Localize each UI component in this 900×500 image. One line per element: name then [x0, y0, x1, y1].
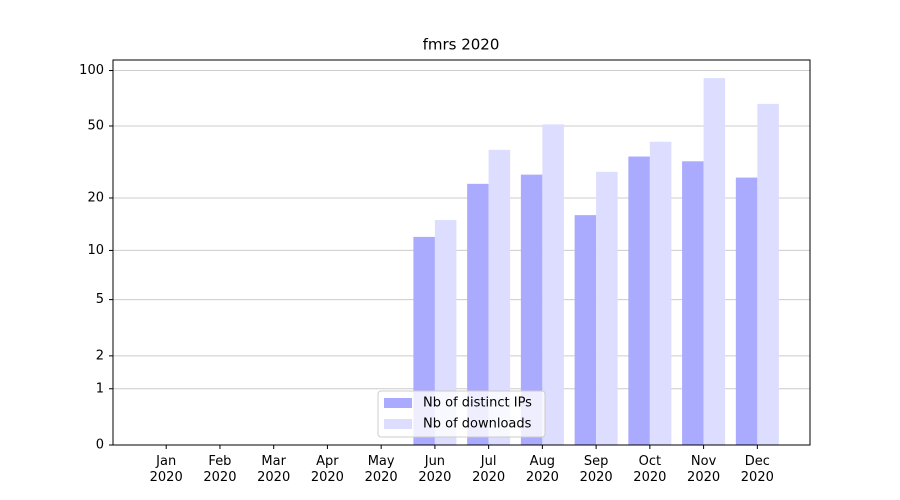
y-tick-label: 100 [79, 63, 104, 78]
plot-frame [112, 59, 811, 446]
y-tick-label: 0 [96, 438, 104, 453]
bar [520, 174, 543, 445]
y-tick-label: 5 [96, 292, 104, 307]
bar [434, 220, 457, 445]
bar [467, 183, 489, 445]
x-tick-label: May 2020 [364, 454, 398, 485]
bar [628, 156, 650, 445]
x-tick-label: Aug 2020 [525, 454, 559, 485]
x-tick-label: Mar 2020 [257, 454, 291, 485]
legend-swatch [384, 419, 412, 429]
legend-swatch [384, 398, 412, 408]
bar [596, 171, 618, 445]
x-tick-label: Oct 2020 [633, 454, 667, 485]
bar [649, 141, 672, 446]
x-tick-label: Jan 2020 [149, 454, 183, 485]
bar [542, 124, 564, 446]
bar [682, 161, 704, 445]
chart-title: fmrs 2020 [423, 36, 500, 54]
x-tick-label: Sep 2020 [579, 454, 613, 485]
y-tick-label: 1 [96, 381, 104, 396]
x-tick-label: Feb 2020 [203, 454, 237, 485]
bar [703, 78, 726, 446]
bar [574, 215, 597, 445]
x-tick-label: Jun 2020 [418, 454, 452, 485]
bar [735, 177, 758, 445]
x-tick-label: Apr 2020 [310, 454, 344, 485]
y-tick-label: 10 [87, 243, 104, 258]
x-tick-label: Nov 2020 [687, 454, 721, 485]
legend-box [377, 390, 546, 438]
bar [757, 103, 779, 446]
x-tick-label: Jul 2020 [472, 454, 506, 485]
x-tick-label: Dec 2020 [740, 454, 774, 485]
y-tick-label: 2 [96, 348, 104, 363]
legend-label: Nb of downloads [423, 417, 532, 432]
legend-label: Nb of distinct IPs [423, 396, 532, 411]
y-tick-label: 50 [87, 118, 104, 133]
y-tick-label: 20 [87, 190, 104, 205]
bar [488, 149, 511, 445]
